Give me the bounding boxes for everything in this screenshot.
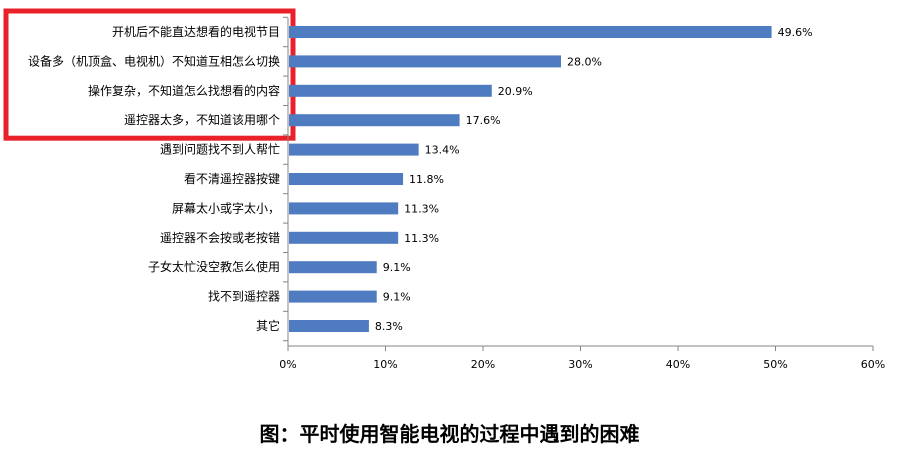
category-label: 遥控器不会按或老按错 (160, 231, 280, 245)
value-label: 11.3% (404, 202, 439, 215)
value-label: 9.1% (383, 291, 411, 304)
x-tick-label: 50% (763, 358, 787, 371)
category-label: 看不清遥控器按键 (184, 172, 280, 186)
value-label: 13.4% (425, 144, 460, 157)
category-label: 屏幕太小或字太小， (172, 200, 280, 215)
category-label: 遇到问题找不到人帮忙 (160, 143, 280, 157)
value-label: 49.6% (778, 26, 813, 39)
bar (289, 26, 772, 38)
bar (289, 231, 399, 244)
value-label: 28.0% (567, 55, 602, 68)
category-label: 操作复杂，不知道怎么找想看的内容 (88, 83, 280, 98)
category-label: 设备多（机顶盒、电视机）不知道互相怎么切换 (28, 53, 280, 68)
chart-title: 图：平时使用智能电视的过程中遇到的困难 (259, 422, 640, 446)
bar (289, 261, 377, 274)
bar (289, 114, 460, 127)
bar (289, 84, 492, 97)
x-tick-label: 20% (471, 358, 495, 371)
bar (289, 173, 404, 185)
value-label: 11.3% (404, 232, 439, 245)
bar (289, 320, 369, 332)
x-tick-label: 0% (279, 358, 296, 371)
category-label: 找不到遥控器 (208, 290, 280, 304)
x-tick-label: 60% (861, 358, 885, 371)
bar (289, 202, 399, 215)
value-label: 8.3% (375, 320, 403, 333)
value-label: 11.8% (409, 173, 444, 186)
x-tick-label: 30% (568, 358, 592, 371)
bar (289, 55, 561, 68)
category-label: 开机后不能直达想看的电视节目 (112, 24, 280, 39)
value-label: 9.1% (383, 261, 411, 274)
value-label: 17.6% (466, 114, 501, 127)
x-tick-label: 40% (666, 358, 690, 371)
category-label: 其它 (256, 318, 280, 333)
category-label: 遥控器太多，不知道该用哪个 (124, 112, 280, 127)
value-label: 20.9% (498, 85, 533, 98)
category-label: 子女太忙没空教怎么使用 (148, 259, 280, 274)
x-tick-label: 10% (373, 358, 397, 371)
bar (289, 143, 419, 156)
bar (289, 290, 377, 303)
highlight-box (3, 8, 296, 141)
